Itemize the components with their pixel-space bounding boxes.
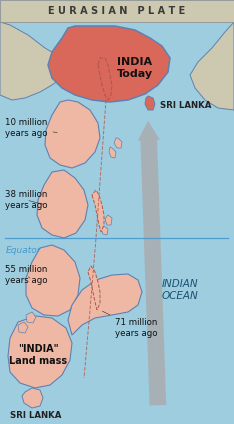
Polygon shape	[0, 22, 68, 100]
Polygon shape	[48, 26, 170, 102]
Polygon shape	[26, 312, 36, 323]
Text: E U R A S I A N   P L A T E: E U R A S I A N P L A T E	[48, 6, 186, 16]
Polygon shape	[109, 147, 116, 158]
Text: Equator: Equator	[6, 246, 41, 255]
Polygon shape	[105, 215, 112, 225]
Polygon shape	[45, 100, 100, 168]
Polygon shape	[8, 316, 72, 388]
Text: INDIAN
OCEAN: INDIAN OCEAN	[162, 279, 198, 301]
Text: SRI LANKA: SRI LANKA	[160, 101, 211, 111]
Polygon shape	[97, 297, 104, 307]
Text: 10 million
years ago: 10 million years ago	[5, 118, 57, 138]
FancyArrowPatch shape	[138, 121, 166, 405]
Polygon shape	[18, 322, 28, 333]
Polygon shape	[145, 96, 155, 110]
Polygon shape	[98, 58, 112, 100]
Text: SRI LANKA: SRI LANKA	[10, 412, 61, 421]
Polygon shape	[68, 274, 142, 335]
Polygon shape	[92, 190, 104, 232]
Text: "INDIA"
Land mass: "INDIA" Land mass	[9, 344, 67, 366]
Polygon shape	[37, 170, 88, 238]
Text: 38 million
years ago: 38 million years ago	[5, 190, 48, 210]
Polygon shape	[26, 245, 80, 316]
Bar	[0, 0, 234, 22]
Polygon shape	[101, 285, 108, 295]
Polygon shape	[88, 266, 100, 310]
Polygon shape	[190, 22, 234, 110]
Text: INDIA
Today: INDIA Today	[117, 57, 153, 79]
Text: 55 million
years ago: 55 million years ago	[5, 265, 48, 285]
Polygon shape	[22, 388, 43, 408]
Polygon shape	[101, 226, 108, 235]
Polygon shape	[114, 138, 122, 148]
Text: 71 million
years ago: 71 million years ago	[102, 311, 157, 338]
